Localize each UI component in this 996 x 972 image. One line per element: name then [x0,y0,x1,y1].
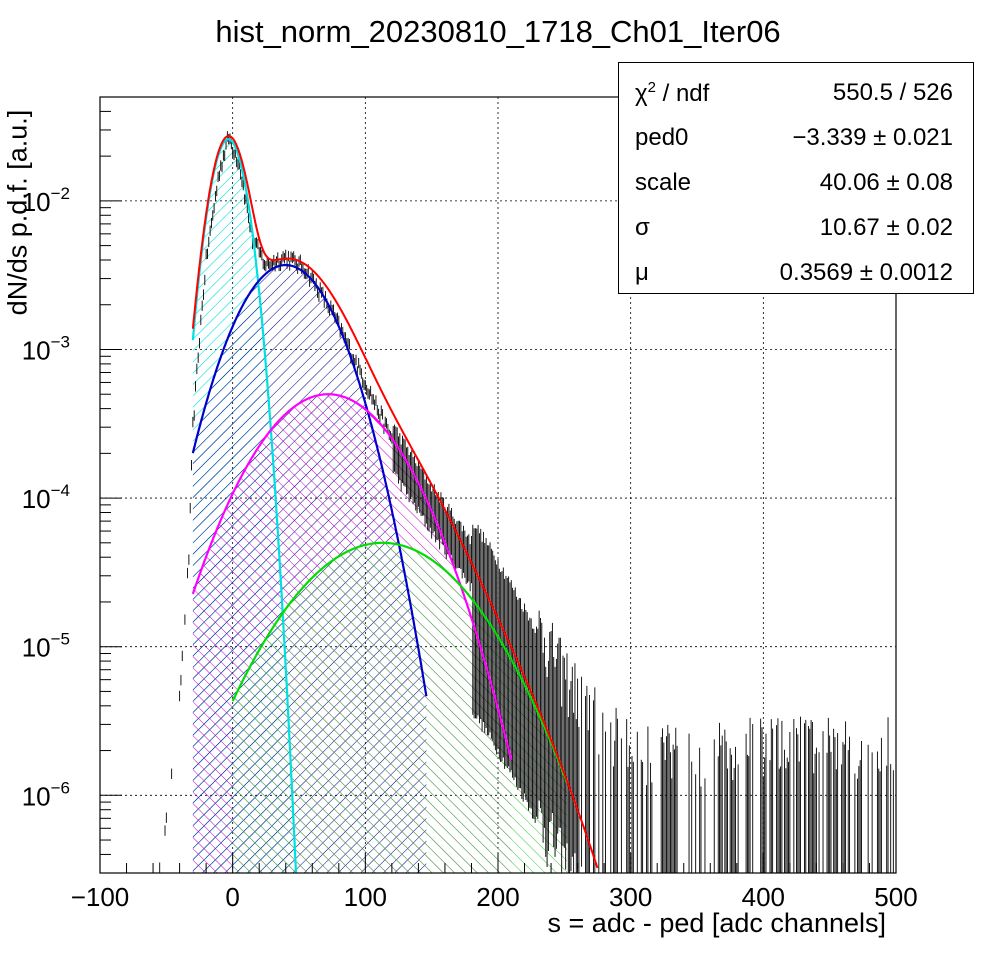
total-fit-curve [191,134,599,869]
x-tick-label: 100 [344,882,387,912]
chart-title: hist_norm_20230810_1718_Ch01_Iter06 [215,14,781,49]
scale-value: 40.06 ± 0.08 [819,169,953,196]
component-curve-1 [191,263,428,697]
x-tick-label: −100 [71,882,130,912]
x-tick-label: 0 [225,882,239,912]
y-tick-label: 10−2 [22,184,70,217]
sigma-value: 10.67 ± 0.02 [819,214,953,241]
x-tick-label: 200 [476,882,519,912]
fit-curves [191,134,599,873]
chi2-label: χ2 / ndf [635,79,710,107]
x-tick-label: 500 [874,882,917,912]
x-tick-label: 300 [609,882,652,912]
ped0-value: −3.339 ± 0.021 [792,124,953,151]
y-tick-label: 10−5 [22,630,70,663]
y-tick-label: 10−4 [22,481,70,514]
sigma-label: σ [635,214,650,241]
scale-label: scale [635,169,692,196]
stats-row-sigma: σ 10.67 ± 0.02 [619,214,973,258]
mu-value: 0.3569 ± 0.0012 [779,259,953,286]
stats-row-ped0: ped0 −3.339 ± 0.021 [619,124,973,168]
stats-row-scale: scale 40.06 ± 0.08 [619,169,973,213]
ped0-label: ped0 [635,124,689,151]
y-tick-label: 10−6 [22,778,70,811]
y-tick-label: 10−3 [22,332,70,365]
data-histogram [159,131,894,873]
stats-row-chi2: χ2 / ndf 550.5 / 526 [619,79,973,123]
fit-stats-box: χ2 / ndf 550.5 / 526 ped0 −3.339 ± 0.021… [618,62,974,294]
mu-label: μ [635,259,649,286]
component-curve-2 [191,393,513,761]
x-tick-label: 400 [742,882,785,912]
x-axis-label: s = adc - ped [adc channels] [547,908,886,938]
component-curve-3 [231,541,569,783]
stats-row-mu: μ 0.3569 ± 0.0012 [619,259,973,303]
axes: −100 0 100 200 300 400 500 10−6 10−5 10−4 10−3 10−2 [22,96,918,912]
y-axis-label: dN/ds p.d.f. [a.u.] [2,109,33,316]
chi2-value: 550.5 / 526 [832,79,953,106]
